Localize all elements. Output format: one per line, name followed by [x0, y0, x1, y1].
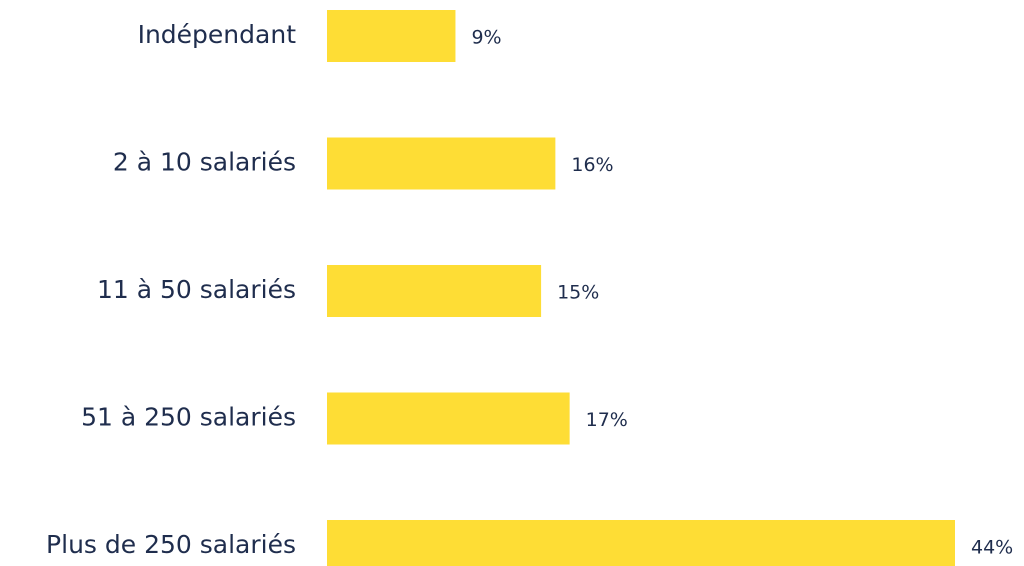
category-label: 11 à 50 salariés — [97, 275, 296, 304]
bar — [327, 265, 542, 317]
bar — [327, 137, 556, 190]
category-label: 2 à 10 salariés — [113, 148, 296, 177]
value-label: 17% — [586, 409, 628, 431]
bar — [327, 520, 955, 566]
bar — [327, 392, 570, 445]
category-label: Plus de 250 salariés — [46, 530, 296, 559]
value-label: 15% — [557, 282, 599, 304]
value-label: 44% — [971, 537, 1013, 559]
value-label: 16% — [571, 154, 613, 176]
bar — [327, 10, 456, 62]
value-label: 9% — [471, 27, 501, 49]
category-label: Indépendant — [138, 20, 297, 49]
category-label: 51 à 250 salariés — [81, 403, 296, 432]
